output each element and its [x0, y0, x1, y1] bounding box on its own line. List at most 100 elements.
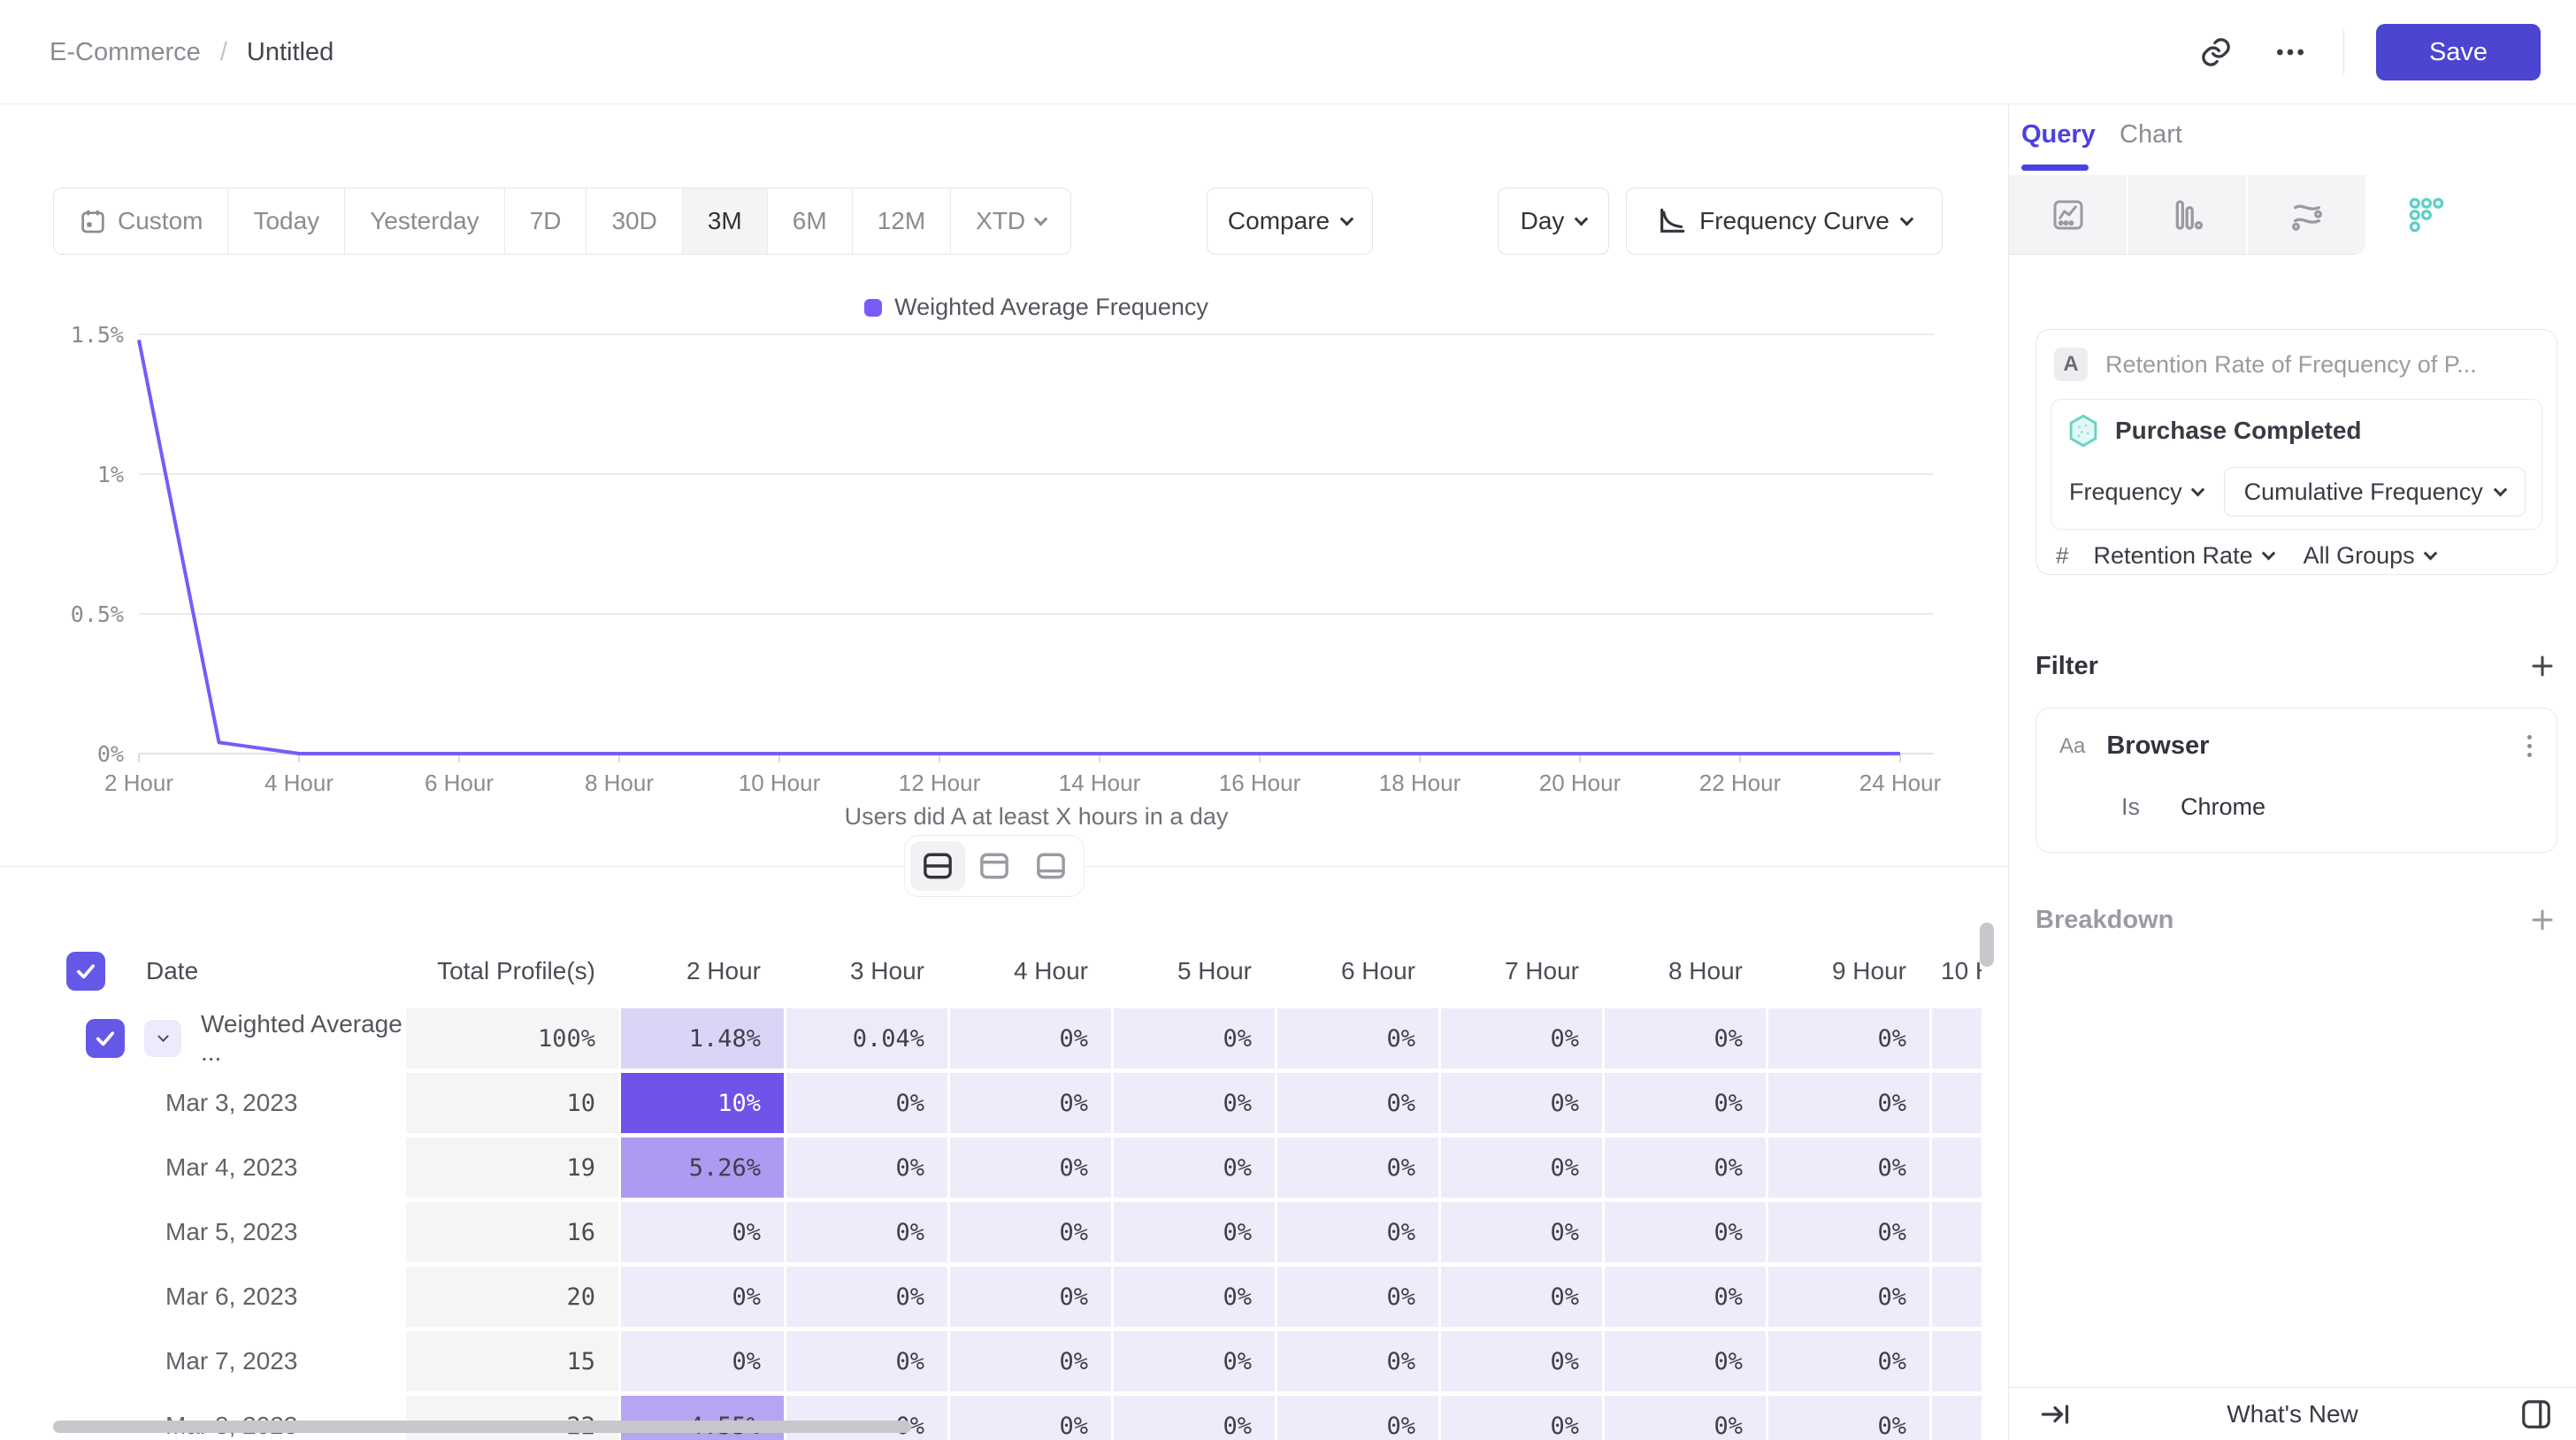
chart-type-dropdown[interactable]: Frequency Curve [1626, 188, 1943, 255]
frequency-curve-icon [1660, 208, 1685, 233]
collapse-panel-icon[interactable] [2039, 1398, 2071, 1430]
granularity-dropdown[interactable]: Day [1498, 188, 1609, 255]
chart-legend[interactable]: Weighted Average Frequency [139, 294, 1934, 321]
value-cell: 0% [950, 1073, 1111, 1133]
value-cell: 0% [1277, 1137, 1438, 1198]
filter-menu-icon[interactable] [2524, 731, 2535, 761]
range-option-30d[interactable]: 30D [586, 188, 681, 254]
value-cell: 0% [786, 1202, 947, 1262]
report-type-tabs [2009, 175, 2576, 255]
series-row[interactable]: A Retention Rate of Frequency of P... [2054, 348, 2477, 381]
value-cell: 0% [1768, 1202, 1929, 1262]
total-profiles-cell: 20 [406, 1267, 618, 1327]
compare-label: Compare [1227, 207, 1330, 234]
expand-row-button[interactable] [144, 1020, 181, 1057]
copy-link-icon[interactable] [2195, 31, 2237, 73]
value-cell [1932, 1008, 1982, 1069]
flows-icon[interactable] [2248, 175, 2365, 255]
panel-footer: What's New [2009, 1387, 2576, 1440]
report-title[interactable]: Untitled [246, 37, 334, 66]
filter-property: Browser [2106, 731, 2210, 760]
frequency-dropdown[interactable]: Frequency [2064, 479, 2208, 506]
tab-chart[interactable]: Chart [2120, 120, 2182, 149]
save-button[interactable]: Save [2376, 24, 2541, 80]
range-option-label: XTD [976, 207, 1026, 234]
frequency-mode-dropdown[interactable]: Cumulative Frequency [2223, 467, 2526, 517]
whats-new-link[interactable]: What's New [2227, 1399, 2358, 1428]
frequency-curve-chart[interactable]: 0% 0.5% 1% 1.5% 2 Hour 4 Hour 6 Hour 8 Hour 10 H… [0, 292, 2008, 845]
granularity-label: Day [1520, 207, 1565, 234]
chart-type-label: Frequency Curve [1699, 207, 1890, 234]
split-view-button[interactable] [910, 841, 965, 891]
value-cell: 10% [621, 1073, 784, 1133]
column-header-date: Date [53, 951, 403, 991]
add-filter-button[interactable] [2527, 651, 2557, 681]
column-header-4-hour: 4 Hour [1013, 956, 1088, 984]
add-breakdown-button[interactable] [2527, 905, 2557, 935]
metric-dropdown[interactable]: Retention Rate [2088, 542, 2278, 570]
row-checkbox[interactable] [86, 1019, 125, 1058]
groups-dropdown[interactable]: All Groups [2298, 542, 2441, 570]
filter-card: Aa Browser Is Chrome [2036, 708, 2557, 853]
value-cell: 0% [1441, 1396, 1602, 1440]
row-label: Mar 4, 2023 [165, 1153, 298, 1181]
range-option-label: 3M [707, 207, 742, 234]
tab-query[interactable]: Query [2021, 120, 2096, 149]
vertical-scrollbar[interactable] [1980, 923, 1994, 967]
svg-text:4 Hour: 4 Hour [264, 770, 334, 796]
svg-text:0.5%: 0.5% [71, 601, 124, 627]
event-controls: Frequency Cumulative Frequency [2064, 467, 2526, 517]
topbar-divider [2343, 30, 2344, 74]
range-option-7d[interactable]: 7D [503, 188, 586, 254]
range-option-6m[interactable]: 6M [766, 188, 852, 254]
range-option-3m[interactable]: 3M [681, 188, 767, 254]
table-view-button[interactable] [1024, 841, 1078, 891]
horizontal-scrollbar[interactable] [53, 1421, 911, 1433]
value-cell: 0% [1277, 1008, 1438, 1069]
value-cell: 0% [950, 1137, 1111, 1198]
insights-icon[interactable] [2009, 175, 2127, 255]
filter-operator[interactable]: Is [2121, 793, 2141, 820]
panel-tabs: Query Chart [2009, 104, 2576, 175]
retention-icon[interactable] [2367, 175, 2485, 255]
legend-swatch [864, 298, 883, 317]
side-panel-toggle-icon[interactable] [2519, 1398, 2553, 1431]
table-row: Mar 6, 2023 20 0% 0% 0% 0% 0% 0% 0% 0% [53, 1267, 1982, 1327]
value-cell: 0% [1768, 1396, 1929, 1440]
chevron-down-icon [1575, 211, 1589, 226]
chevron-down-icon [2423, 546, 2437, 561]
svg-text:6 Hour: 6 Hour [425, 770, 494, 796]
range-option-yesterday[interactable]: Yesterday [344, 188, 504, 254]
value-cell: 0% [1768, 1331, 1929, 1391]
range-option-today[interactable]: Today [227, 188, 344, 254]
chart-view-button[interactable] [967, 841, 1022, 891]
table-row: Mar 5, 2023 16 0% 0% 0% 0% 0% 0% 0% 0% [53, 1202, 1982, 1262]
row-label: Mar 7, 2023 [165, 1347, 298, 1375]
value-cell: 0% [1114, 1396, 1275, 1440]
series-letter-badge: A [2054, 348, 2088, 381]
row-checkbox[interactable] [66, 951, 105, 991]
filter-property-row[interactable]: Aa Browser [2059, 731, 2535, 761]
value-cell [1932, 1267, 1982, 1327]
range-option-label: Custom [118, 207, 203, 234]
value-cell: 0% [1768, 1137, 1929, 1198]
chevron-down-icon [1899, 211, 1914, 226]
event-selector[interactable]: Purchase Completed [2067, 414, 2362, 448]
range-option-custom[interactable]: Custom [54, 188, 227, 254]
value-cell: 5.26% [621, 1137, 784, 1198]
filter-value[interactable]: Chrome [2181, 793, 2266, 820]
more-options-icon[interactable] [2269, 31, 2312, 73]
groups-label: All Groups [2303, 542, 2415, 569]
breadcrumb-project[interactable]: E-Commerce [50, 37, 201, 66]
compare-button[interactable]: Compare [1207, 188, 1373, 255]
svg-text:12 Hour: 12 Hour [899, 770, 981, 796]
funnels-icon[interactable] [2128, 175, 2246, 255]
value-cell: 0% [1441, 1137, 1602, 1198]
report-toolbar: Custom Today Yesterday 7D 30D 3M 6M 12M XTD Comp… [0, 188, 2008, 255]
value-cell: 0% [621, 1331, 784, 1391]
range-option-12m[interactable]: 12M [851, 188, 950, 254]
filter-section-header: Filter [2036, 651, 2557, 681]
value-cell: 0% [621, 1202, 784, 1262]
range-option-xtd[interactable]: XTD [950, 188, 1070, 254]
